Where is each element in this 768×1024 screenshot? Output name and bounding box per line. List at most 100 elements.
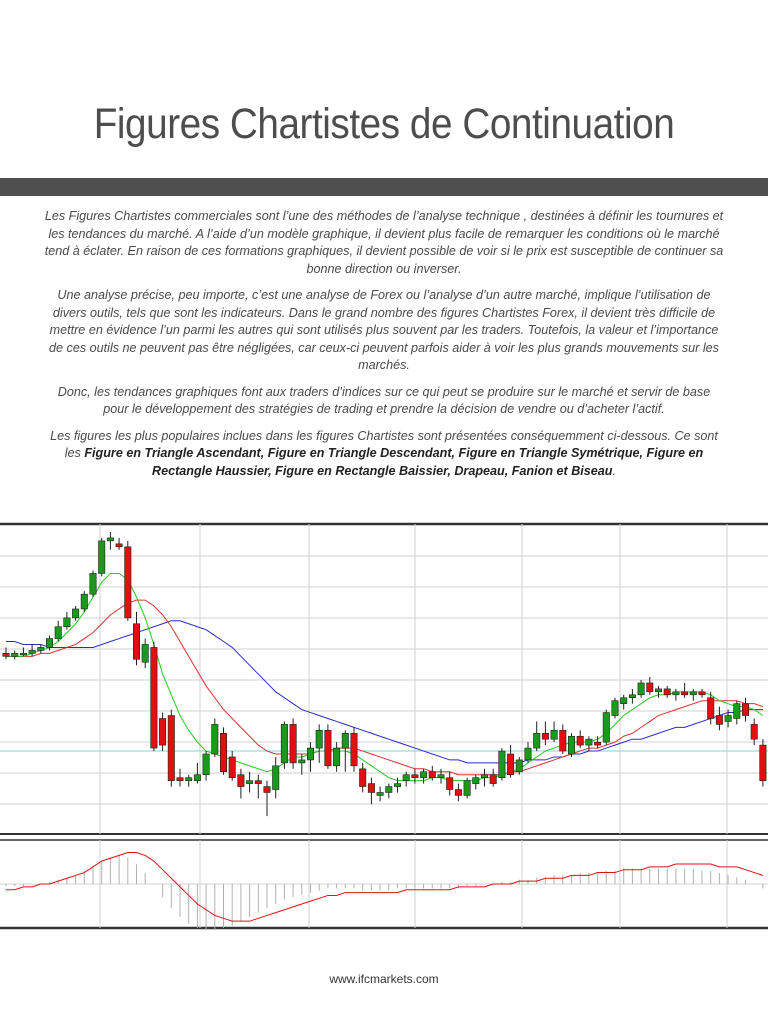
candle-bullish (498, 750, 506, 778)
candle-bullish (11, 653, 19, 657)
candle-bearish (133, 623, 141, 660)
candle-bearish (646, 682, 654, 693)
candle-bearish (454, 789, 462, 796)
candle-bullish (280, 724, 288, 764)
candle-bearish (150, 647, 158, 749)
candle-bullish (393, 783, 401, 787)
candle-bearish (576, 735, 584, 746)
candle-bullish (654, 688, 662, 693)
candle-bearish (715, 715, 723, 725)
candle-bullish (246, 780, 254, 784)
popular-intro: Les figures les plus populaires inclues … (50, 428, 718, 461)
candle-bullish (37, 647, 45, 651)
candle-bullish (611, 700, 619, 716)
indicator-signal-line (6, 852, 764, 922)
candle-bullish (733, 703, 741, 719)
candle-bullish (672, 691, 680, 696)
candle-bearish (507, 753, 515, 776)
candle-bullish (689, 691, 697, 696)
paragraph-3: Donc, les tendances graphiques font aux … (57, 384, 711, 417)
candle-bullish (141, 644, 149, 663)
candle-bullish (420, 771, 428, 778)
footer-url: www.ifcmarkets.com (329, 972, 439, 986)
candle-bullish (602, 712, 610, 743)
candle-bearish (124, 546, 132, 619)
candle-bullish (567, 735, 575, 755)
chart-figure (0, 518, 768, 933)
candle-bearish (741, 703, 749, 716)
candle-bullish (376, 792, 384, 796)
candle-bullish (185, 777, 193, 781)
candle-bullish (28, 650, 36, 654)
candle-bullish (637, 682, 645, 696)
candle-bullish (585, 738, 593, 746)
candle-bearish (411, 774, 419, 778)
candle-bearish (263, 786, 271, 793)
moving-average-mid (6, 599, 764, 776)
candle-bullish (98, 540, 106, 574)
popular-end: . (612, 463, 617, 478)
candle-bearish (324, 730, 332, 767)
candlestick-chart (0, 522, 768, 931)
candle-bearish (176, 777, 184, 781)
candle-bearish (759, 744, 767, 781)
candle-bullish (333, 747, 341, 767)
paragraph-2: Une analyse précise, peu importe, c’est … (49, 288, 719, 372)
moving-average-fast (6, 572, 764, 782)
candle-bullish (80, 593, 88, 610)
candle-bearish (350, 732, 358, 767)
candle-bullish (193, 774, 201, 781)
candle-bullish (402, 774, 410, 781)
page-title: Figures Chartistes de Continuation (93, 100, 675, 148)
popular-figures-list: Figure en Triangle Ascendant, Figure en … (84, 446, 704, 478)
candle-bearish (254, 780, 262, 784)
candle-bearish (220, 732, 228, 773)
candle-bullish (272, 765, 280, 790)
candle-bearish (237, 774, 245, 787)
moving-average-slow (6, 620, 763, 764)
candle-bearish (594, 741, 602, 746)
candle-bullish (19, 653, 27, 656)
candle-bearish (446, 777, 454, 790)
candle-bearish (367, 783, 375, 793)
candle-bullish (550, 730, 558, 740)
candle-bullish (437, 774, 445, 778)
candle-bullish (89, 573, 97, 595)
candle-bearish (289, 724, 297, 764)
candle-bullish (211, 724, 219, 755)
candle-bearish (681, 691, 689, 696)
candle-bullish (54, 626, 62, 639)
candle-bullish (341, 732, 349, 749)
candle-bullish (63, 617, 71, 628)
candle-bullish (385, 786, 393, 793)
candle-bullish (472, 777, 480, 784)
candle-bullish (298, 759, 306, 764)
candle-bullish (202, 753, 210, 776)
candle-bearish (228, 756, 236, 778)
candle-bullish (515, 759, 523, 773)
candle-bearish (2, 653, 10, 657)
candle-bullish (724, 715, 732, 722)
candle-bullish (628, 694, 636, 699)
candle-bullish (45, 638, 53, 648)
candle-bullish (72, 608, 80, 619)
candle-bearish (707, 697, 715, 719)
candle-bullish (480, 774, 488, 778)
candle-bearish (698, 691, 706, 696)
title-divider-bar (0, 178, 768, 196)
body-text: Les Figures Chartistes commerciales sont… (44, 208, 724, 489)
paragraph-1: Les Figures Chartistes commerciales sont… (44, 209, 724, 276)
candle-bearish (559, 730, 567, 752)
candle-bullish (620, 697, 628, 704)
candle-bearish (750, 724, 758, 740)
candle-bullish (533, 732, 541, 749)
candle-bearish (489, 774, 497, 784)
candle-bullish (306, 747, 314, 761)
candle-bullish (524, 747, 532, 761)
candle-bearish (428, 771, 436, 778)
candle-bullish (315, 730, 323, 749)
candle-bearish (663, 688, 671, 696)
candle-bearish (115, 543, 123, 548)
candle-bearish (541, 732, 549, 740)
candle-bullish (106, 537, 114, 542)
